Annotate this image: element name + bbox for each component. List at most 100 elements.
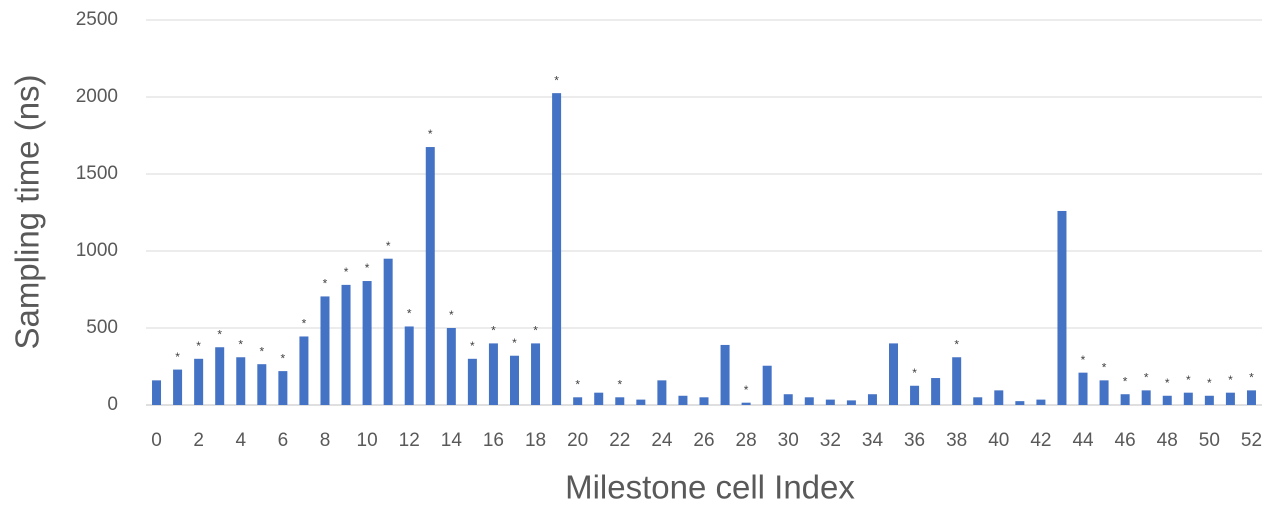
x-tick-label: 12 xyxy=(399,430,420,451)
x-tick-label: 8 xyxy=(320,430,331,451)
annotation: * xyxy=(365,261,370,275)
bar xyxy=(720,344,730,405)
bar xyxy=(804,397,814,405)
x-tick-label: 34 xyxy=(862,430,884,451)
bar xyxy=(889,343,899,405)
annotation: * xyxy=(196,339,201,353)
annotation: * xyxy=(238,337,243,351)
x-tick-label: 10 xyxy=(357,430,378,451)
x-tick-label: 36 xyxy=(904,430,925,451)
x-tick-label: 22 xyxy=(609,430,630,451)
bar xyxy=(825,399,835,405)
x-tick-label: 2 xyxy=(193,430,204,451)
annotation: * xyxy=(1228,373,1233,387)
annotation: * xyxy=(617,377,622,391)
annotation: * xyxy=(259,344,264,358)
x-tick-label: 44 xyxy=(1072,430,1094,451)
bar xyxy=(488,343,498,405)
bar xyxy=(446,328,456,405)
x-tick-label: 46 xyxy=(1115,430,1136,451)
bar xyxy=(278,371,288,405)
bar xyxy=(1099,380,1109,405)
bar xyxy=(320,296,330,405)
annotation: * xyxy=(407,307,412,321)
bar xyxy=(552,93,562,406)
bar xyxy=(973,397,983,405)
y-tick-label: 2000 xyxy=(76,86,118,107)
x-tick-label: 14 xyxy=(441,430,463,451)
bar xyxy=(952,357,962,405)
annotation: * xyxy=(554,73,559,87)
bar xyxy=(1057,210,1067,405)
y-tick-label: 1500 xyxy=(76,163,118,184)
y-tick-label: 1000 xyxy=(76,240,118,261)
x-tick-label: 38 xyxy=(946,430,967,451)
annotation: * xyxy=(302,317,307,331)
annotation: * xyxy=(281,351,286,365)
x-tick-label: 48 xyxy=(1157,430,1178,451)
annotation: * xyxy=(386,239,391,253)
x-axis-title: Milestone cell Index xyxy=(565,469,855,506)
bar xyxy=(741,402,751,405)
bar xyxy=(194,358,204,405)
bar xyxy=(783,394,793,405)
bar xyxy=(1183,392,1193,405)
bar xyxy=(1078,372,1088,405)
annotation: * xyxy=(1102,361,1107,375)
annotation: * xyxy=(1165,376,1170,390)
annotation: * xyxy=(1207,376,1212,390)
y-tick-label: 500 xyxy=(86,317,118,338)
x-tick-label: 32 xyxy=(820,430,841,451)
annotation: * xyxy=(575,377,580,391)
x-tick-label: 42 xyxy=(1030,430,1051,451)
bar xyxy=(573,397,583,405)
bar xyxy=(594,392,604,405)
bar xyxy=(1204,395,1214,405)
y-tick-label: 2500 xyxy=(76,9,118,30)
bar xyxy=(1246,390,1256,405)
bar xyxy=(152,380,162,405)
x-tick-label: 6 xyxy=(278,430,289,451)
x-tick-label: 26 xyxy=(693,430,714,451)
x-tick-label: 30 xyxy=(778,430,799,451)
bar xyxy=(236,357,246,405)
bar xyxy=(1120,394,1130,405)
bar xyxy=(1225,392,1235,405)
bar xyxy=(173,369,183,405)
x-tick-label: 0 xyxy=(151,430,162,451)
bar xyxy=(657,380,667,405)
annotation: * xyxy=(1123,374,1128,388)
x-tick-label: 18 xyxy=(525,430,546,451)
bar xyxy=(678,395,688,405)
x-tick-label: 24 xyxy=(651,430,673,451)
bar xyxy=(215,347,225,405)
annotation: * xyxy=(1144,371,1149,385)
annotation: * xyxy=(533,324,538,338)
x-tick-label: 50 xyxy=(1199,430,1220,451)
annotation: * xyxy=(744,383,749,397)
annotation: * xyxy=(323,277,328,291)
bar xyxy=(531,343,541,405)
bar xyxy=(615,397,625,405)
bar xyxy=(1141,390,1151,405)
bar xyxy=(299,336,309,405)
bar xyxy=(867,394,877,405)
y-axis-title: Sampling time (ns) xyxy=(9,74,46,349)
bar xyxy=(257,364,267,405)
bar xyxy=(404,326,414,405)
annotation: * xyxy=(449,308,454,322)
bar xyxy=(341,284,351,405)
annotation: * xyxy=(491,324,496,338)
bar xyxy=(910,385,920,405)
x-tick-label: 20 xyxy=(567,430,588,451)
bar xyxy=(994,390,1004,405)
annotation: * xyxy=(1081,353,1086,367)
bar xyxy=(1162,395,1172,405)
annotation: * xyxy=(175,350,180,364)
bar xyxy=(509,355,519,405)
x-tick-label: 40 xyxy=(988,430,1009,451)
annotation: * xyxy=(428,127,433,141)
x-tick-label: 28 xyxy=(736,430,757,451)
x-tick-label: 52 xyxy=(1241,430,1262,451)
